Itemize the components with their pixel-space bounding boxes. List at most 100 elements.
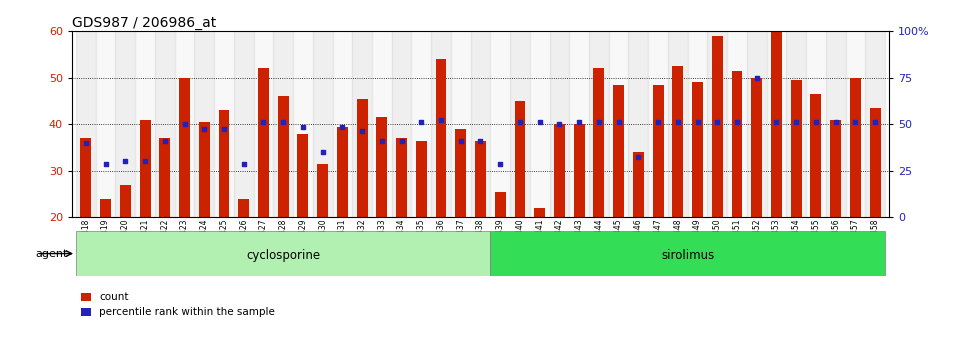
- Bar: [199, 122, 209, 217]
- Point: [848, 119, 863, 125]
- Bar: [175, 31, 194, 217]
- Point: [453, 138, 468, 143]
- Bar: [353, 31, 372, 217]
- Bar: [633, 152, 644, 217]
- Bar: [688, 31, 707, 217]
- Point: [670, 119, 685, 125]
- Point: [355, 128, 370, 134]
- Bar: [865, 31, 885, 217]
- Point: [512, 119, 528, 125]
- Bar: [534, 208, 545, 217]
- Bar: [752, 78, 762, 217]
- Bar: [238, 199, 249, 217]
- Bar: [120, 185, 131, 217]
- Bar: [179, 78, 190, 217]
- Point: [473, 138, 488, 143]
- Point: [177, 121, 192, 127]
- Bar: [569, 31, 589, 217]
- Bar: [411, 31, 431, 217]
- Bar: [806, 31, 825, 217]
- Point: [295, 124, 310, 129]
- Bar: [653, 85, 663, 217]
- Bar: [259, 68, 269, 217]
- Bar: [589, 31, 608, 217]
- Bar: [870, 108, 880, 217]
- Bar: [608, 31, 628, 217]
- Point: [552, 121, 567, 127]
- Point: [236, 161, 252, 167]
- Point: [532, 119, 548, 125]
- Bar: [333, 31, 353, 217]
- Bar: [771, 0, 782, 217]
- Bar: [155, 31, 175, 217]
- Bar: [396, 138, 407, 217]
- Bar: [495, 192, 505, 217]
- Bar: [767, 31, 786, 217]
- Point: [197, 126, 212, 132]
- Point: [216, 126, 232, 132]
- Bar: [218, 110, 230, 217]
- Bar: [254, 31, 273, 217]
- Bar: [273, 31, 293, 217]
- Bar: [514, 101, 526, 217]
- Bar: [416, 140, 427, 217]
- Bar: [692, 82, 702, 217]
- Point: [315, 149, 331, 155]
- Bar: [510, 31, 530, 217]
- Bar: [791, 80, 801, 217]
- Text: agent: agent: [35, 249, 67, 258]
- Bar: [278, 96, 288, 217]
- Point: [690, 119, 705, 125]
- Bar: [160, 138, 170, 217]
- Text: GDS987 / 206986_at: GDS987 / 206986_at: [72, 16, 216, 30]
- Bar: [139, 119, 151, 217]
- Bar: [707, 31, 727, 217]
- Bar: [530, 31, 550, 217]
- Point: [413, 119, 429, 125]
- Bar: [825, 31, 846, 217]
- Point: [808, 119, 824, 125]
- Bar: [550, 31, 569, 217]
- Point: [394, 138, 409, 143]
- Bar: [298, 134, 308, 217]
- Bar: [649, 31, 668, 217]
- Bar: [594, 68, 604, 217]
- Bar: [194, 31, 214, 217]
- Bar: [712, 36, 723, 217]
- Point: [591, 119, 606, 125]
- Text: sirolimus: sirolimus: [661, 249, 714, 262]
- Bar: [471, 31, 490, 217]
- Bar: [100, 199, 111, 217]
- Point: [729, 119, 745, 125]
- Point: [157, 138, 172, 143]
- Bar: [668, 31, 688, 217]
- Point: [493, 161, 508, 167]
- Bar: [731, 71, 743, 217]
- Point: [828, 119, 844, 125]
- Bar: [613, 85, 624, 217]
- Bar: [628, 31, 649, 217]
- Bar: [456, 129, 466, 217]
- Bar: [115, 31, 136, 217]
- Bar: [830, 119, 841, 217]
- Bar: [786, 31, 806, 217]
- Text: cyclosporine: cyclosporine: [246, 249, 320, 262]
- Bar: [554, 124, 565, 217]
- Bar: [357, 99, 367, 217]
- Bar: [475, 140, 486, 217]
- Bar: [727, 31, 747, 217]
- Point: [709, 119, 725, 125]
- Bar: [846, 31, 865, 217]
- Point: [374, 138, 389, 143]
- Point: [256, 119, 271, 125]
- Legend: count, percentile rank within the sample: count, percentile rank within the sample: [77, 288, 280, 322]
- Bar: [81, 138, 91, 217]
- Point: [276, 119, 291, 125]
- Bar: [850, 78, 861, 217]
- Point: [769, 119, 784, 125]
- Point: [611, 119, 627, 125]
- Point: [117, 159, 133, 164]
- Point: [78, 140, 93, 146]
- Bar: [431, 31, 451, 217]
- Bar: [490, 31, 510, 217]
